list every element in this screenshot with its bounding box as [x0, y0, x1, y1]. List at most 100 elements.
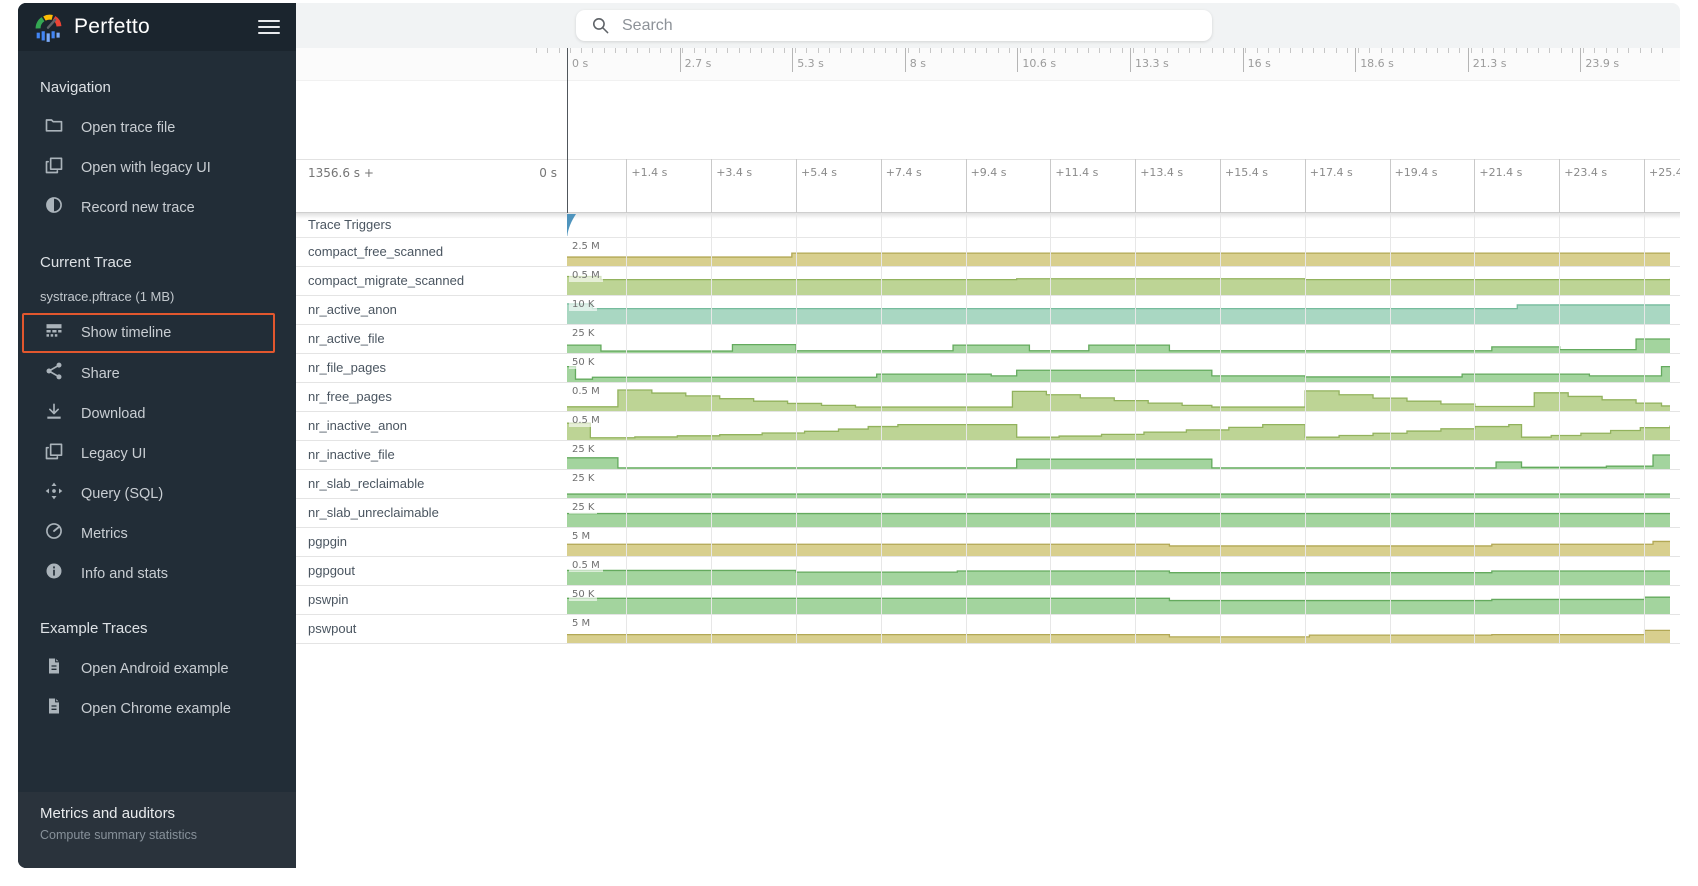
ruler-grid-line: [1220, 159, 1221, 213]
ruler-minor-tick: [1605, 48, 1607, 53]
ruler-minor-tick: [1110, 48, 1112, 53]
track-name[interactable]: nr_inactive_file: [308, 447, 395, 462]
sidebar-item-download[interactable]: Download: [18, 394, 296, 434]
app-window: Perfetto Navigation Open trace file Open w…: [18, 3, 1680, 868]
track-name[interactable]: nr_active_file: [308, 331, 385, 346]
search-icon: [592, 17, 609, 34]
counter-chart-pswpout[interactable]: [567, 615, 1670, 643]
ruler-minor-tick: [1279, 48, 1281, 53]
counter-chart-nr-file-pages[interactable]: [567, 354, 1670, 382]
ruler-minor-tick: [1256, 48, 1258, 53]
sidebar-item-label: Open Chrome example: [81, 701, 231, 717]
sidebar-item-label: Info and stats: [81, 566, 169, 582]
search-input[interactable]: [620, 15, 1212, 36]
ruler-minor-tick: [783, 48, 785, 53]
ruler-minor-tick: [896, 48, 898, 53]
counter-chart-nr-active-anon[interactable]: [567, 296, 1670, 324]
sidebar-item-open-with-legacy-ui[interactable]: Open with legacy UI: [18, 148, 296, 188]
sidebar-item-share[interactable]: Share: [18, 354, 296, 394]
ruler-minor-tick: [1200, 48, 1202, 53]
track-name[interactable]: nr_inactive_anon: [308, 418, 408, 433]
counter-chart-nr-inactive-anon[interactable]: [567, 412, 1670, 440]
footer-subtitle: Compute summary statistics: [40, 828, 197, 842]
ruler-minor-tick: [1335, 48, 1337, 53]
track-name[interactable]: nr_free_pages: [308, 389, 392, 404]
overview-timeline[interactable]: 0 s 2.7 s 5.3 s 8 s 10.6 s 13.3 s 16 s 18.6 s 21…: [296, 48, 1680, 159]
counter-chart-pgpgout[interactable]: [567, 557, 1670, 585]
sidebar-item-open-android-example[interactable]: Open Android example: [18, 649, 296, 689]
ruler-minor-tick: [1346, 48, 1348, 53]
track-name[interactable]: compact_free_scanned: [308, 244, 444, 259]
track-row-nr-inactive-anon: nr_inactive_anon 0.5 M: [296, 412, 1680, 441]
viewport-tick-label: +19.4 s: [1394, 166, 1438, 179]
counter-chart-nr-free-pages[interactable]: [567, 383, 1670, 411]
sidebar-item-query-sql[interactable]: Query (SQL): [18, 474, 296, 514]
counter-chart-nr-active-file[interactable]: [567, 325, 1670, 353]
counter-chart-nr-slab-unreclaimable[interactable]: [567, 499, 1670, 527]
track-grid-line: [1220, 213, 1221, 643]
track-name[interactable]: nr_active_anon: [308, 302, 397, 317]
ruler-minor-tick: [1099, 48, 1100, 53]
main-area: 0 s 2.7 s 5.3 s 8 s 10.6 s 13.3 s 16 s 18.6 s 21…: [296, 3, 1680, 868]
track-name[interactable]: compact_migrate_scanned: [308, 273, 465, 288]
counter-chart-pswpin[interactable]: [567, 586, 1670, 614]
track-row-pswpin: pswpin 50 K: [296, 586, 1680, 615]
menu-icon[interactable]: [258, 12, 280, 42]
track-grid-line: [1050, 213, 1052, 643]
ruler-minor-tick: [1290, 48, 1292, 53]
ruler-minor-tick: [603, 48, 605, 53]
sidebar-item-legacy-ui[interactable]: Legacy UI: [18, 434, 296, 474]
ruler-grid-line: [1304, 159, 1306, 213]
track-grid-line: [965, 213, 967, 643]
sidebar-item-show-timeline[interactable]: Show timeline: [22, 313, 275, 353]
sidebar-item-open-chrome-example[interactable]: Open Chrome example: [18, 689, 296, 729]
track-name[interactable]: pgpgin: [308, 534, 348, 549]
sidebar-item-label: Metrics: [81, 526, 128, 542]
sidebar-item-label: Open with legacy UI: [81, 160, 211, 176]
share-icon: [44, 361, 64, 387]
ruler-minor-tick: [614, 48, 616, 53]
track-value-label: 25 K: [569, 472, 598, 485]
viewport-tick-label: +15.4 s: [1225, 166, 1268, 179]
counter-chart-pgpgin[interactable]: [567, 528, 1670, 556]
viewport-tick-label: +1.4 s: [631, 166, 668, 179]
sidebar-item-info-and-stats[interactable]: Info and stats: [18, 554, 296, 594]
sidebar-item-open-trace-file[interactable]: Open trace file: [18, 108, 296, 148]
document-icon: [44, 656, 64, 682]
track-value-label: 5 M: [569, 617, 594, 630]
track-name[interactable]: nr_slab_reclaimable: [308, 476, 425, 491]
ruler-minor-tick: [1211, 48, 1213, 53]
track-grid-line: [711, 213, 713, 643]
track-name[interactable]: nr_slab_unreclaimable: [308, 505, 439, 520]
ruler-minor-tick: [1087, 48, 1089, 53]
ruler-minor-tick: [1042, 48, 1044, 53]
search-box[interactable]: [576, 10, 1212, 41]
ruler-minor-tick: [907, 48, 909, 53]
track-name[interactable]: nr_file_pages: [308, 360, 387, 375]
ruler-minor-tick: [1662, 48, 1663, 53]
ruler-minor-tick: [693, 48, 695, 53]
viewport-ruler[interactable]: 1356.6 s + 0 s +1.4 s +3.4 s +5.4 s +7.4 s +…: [296, 159, 1680, 213]
sidebar-footer[interactable]: Metrics and auditors Compute summary sta…: [18, 792, 296, 868]
ruler-minor-tick: [1177, 48, 1179, 53]
track-name[interactable]: pgpgout: [308, 563, 355, 578]
ruler-minor-tick: [1358, 48, 1359, 53]
sidebar-item-metrics[interactable]: Metrics: [18, 514, 296, 554]
viewport-tick-label: +5.4 s: [801, 166, 837, 179]
track-name[interactable]: pswpout: [308, 621, 357, 636]
ruler-major-tick: [1355, 48, 1357, 72]
sidebar-item-record-new-trace[interactable]: Record new trace: [18, 188, 296, 228]
ruler-minor-tick: [659, 48, 661, 53]
sidebar-item-label: Open Android example: [81, 661, 229, 677]
ruler-minor-tick: [1008, 48, 1010, 53]
track-row-trace-triggers[interactable]: Trace Triggers: [296, 213, 1680, 238]
counter-chart-nr-inactive-file[interactable]: [567, 441, 1670, 469]
sidebar-item-label: Record new trace: [81, 200, 195, 216]
sidebar-header: Perfetto: [18, 3, 296, 51]
counter-chart-compact-free-scanned[interactable]: [567, 238, 1670, 266]
ruler-grid-line: [1135, 159, 1137, 213]
counter-chart-compact-migrate-scanned[interactable]: [567, 267, 1670, 295]
counter-chart-nr-slab-reclaimable[interactable]: [567, 470, 1670, 498]
track-name[interactable]: pswpin: [308, 592, 349, 607]
viewport-tick-label: +21.4 s: [1479, 166, 1523, 179]
